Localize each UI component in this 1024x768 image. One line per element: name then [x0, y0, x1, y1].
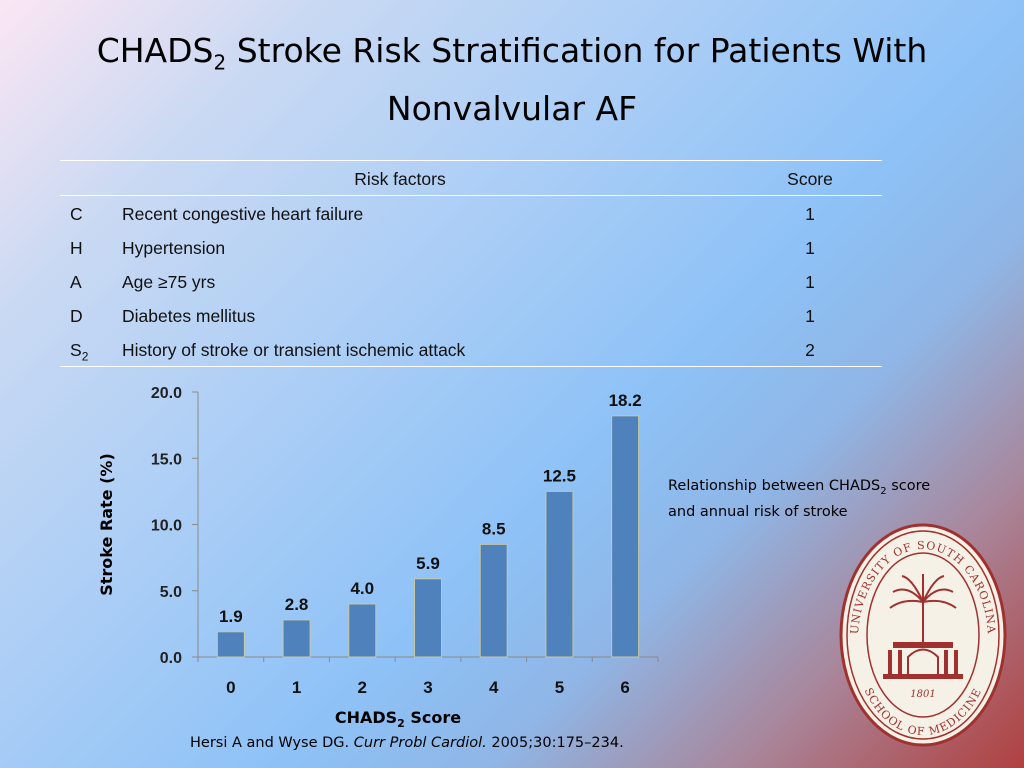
y-tick-label: 5.0	[160, 584, 182, 601]
citation-authors: Hersi A and Wyse DG.	[190, 735, 354, 751]
x-tick-label: 2	[358, 678, 367, 697]
bar	[414, 578, 442, 658]
bar	[479, 543, 508, 658]
risk-letter: A	[70, 272, 82, 292]
x-axis-title: CHADS2 Score	[335, 708, 461, 730]
risk-factor: Recent congestive heart failure	[122, 204, 364, 224]
risk-factor: History of stroke or transient ischemic …	[122, 340, 466, 360]
risk-score: 2	[805, 340, 815, 360]
bar	[348, 603, 377, 658]
citation-details: 2005;30:175–234.	[486, 735, 624, 751]
risk-letter: C	[70, 204, 83, 224]
title-part-2: Stroke Risk Stratification for Patients …	[226, 31, 928, 128]
bar	[611, 415, 640, 658]
risk-letter: D	[70, 306, 83, 326]
svg-text:1801: 1801	[910, 689, 935, 700]
risk-score: 1	[805, 204, 815, 224]
risk-score: 1	[805, 306, 815, 326]
risk-letter: S2	[70, 340, 89, 364]
x-tick-label: 4	[489, 678, 499, 697]
slide-title: CHADS2 Stroke Risk Stratification for Pa…	[40, 28, 984, 132]
y-axis-title: Stroke Rate (%)	[97, 453, 116, 596]
bar-value-label: 8.5	[482, 519, 506, 538]
x-tick-label: 3	[423, 678, 432, 697]
bar-value-label: 5.9	[416, 554, 440, 573]
title-subscript: 2	[213, 50, 227, 75]
y-tick-label: 10.0	[151, 518, 182, 535]
y-tick-label: 15.0	[151, 451, 182, 468]
bar	[216, 631, 245, 658]
university-seal-logo: UNIVERSITY OF SOUTH CAROLINA SCHOOL OF M…	[839, 523, 1007, 747]
risk-letter: H	[70, 238, 83, 258]
risk-score: 1	[805, 238, 815, 258]
risk-factor: Age ≥75 yrs	[122, 272, 216, 292]
citation-journal: Curr Probl Cardiol.	[353, 735, 487, 751]
x-tick-label: 6	[620, 678, 629, 697]
citation: Hersi A and Wyse DG. Curr Probl Cardiol.…	[190, 735, 710, 751]
table-row: S2 History of stroke or transient ischem…	[60, 332, 882, 366]
y-tick-label: 20.0	[151, 385, 182, 402]
chart-caption: Relationship between CHADS2 score and an…	[668, 478, 931, 520]
x-tick-label: 1	[292, 678, 301, 697]
bar-value-label: 18.2	[609, 391, 642, 410]
bar-value-label: 1.9	[219, 607, 243, 626]
table-header-row: Risk factors Score	[60, 161, 882, 196]
table-row: C Recent congestive heart failure 1	[60, 196, 882, 230]
bar	[282, 619, 311, 658]
x-tick-label: 5	[555, 678, 564, 697]
bar	[545, 490, 574, 658]
header-score: Score	[787, 169, 833, 189]
y-tick-label: 0.0	[160, 650, 182, 667]
bar-value-label: 2.8	[285, 595, 309, 614]
x-tick-label: 0	[226, 678, 235, 697]
table-row: A Age ≥75 yrs 1	[60, 264, 882, 298]
table-row: H Hypertension 1	[60, 230, 882, 264]
risk-factor: Hypertension	[122, 238, 226, 258]
risk-factor: Diabetes mellitus	[122, 306, 256, 326]
risk-factor-table: Risk factors Score C Recent congestive h…	[60, 160, 882, 367]
stroke-rate-bar-chart: 0.0 5.0 10.0 15.0 20.0 1.9 0 2.8 1 4.0 2 5.9 3 8.5 4 12…	[97, 385, 659, 730]
table-row: D Diabetes mellitus 1	[60, 298, 882, 332]
bar-value-label: 4.0	[350, 579, 374, 598]
title-part-1: CHADS	[96, 31, 214, 70]
risk-score: 1	[805, 272, 815, 292]
bar-value-label: 12.5	[543, 466, 576, 485]
header-risk-factors: Risk factors	[354, 169, 446, 189]
